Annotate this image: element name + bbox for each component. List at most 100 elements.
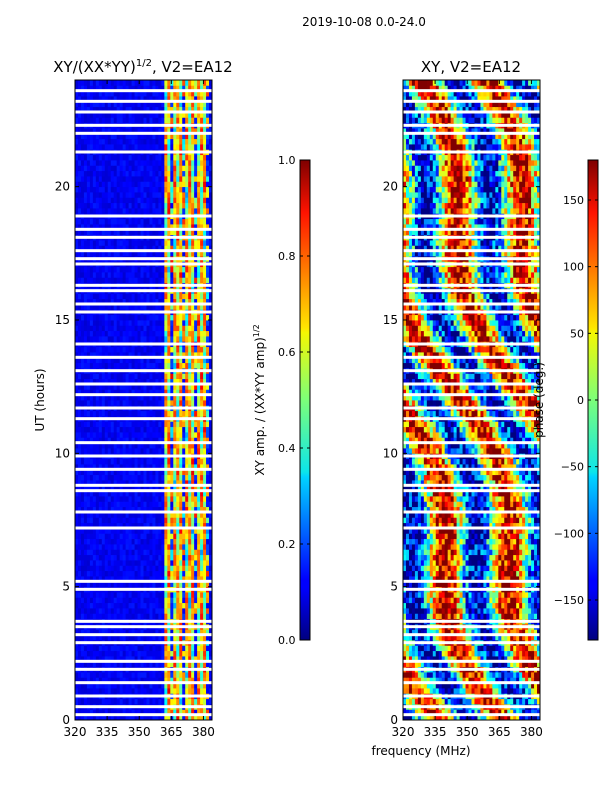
heatmap-cell bbox=[179, 645, 183, 652]
heatmap-cell bbox=[80, 218, 85, 225]
heatmap-cell bbox=[197, 218, 201, 225]
heatmap-cell bbox=[197, 330, 201, 337]
heatmap-cell bbox=[95, 650, 100, 657]
heatmap-cell bbox=[122, 437, 127, 444]
heatmap-cell bbox=[122, 240, 127, 246]
heatmap-cell bbox=[209, 245, 212, 252]
heatmap-cell bbox=[155, 608, 159, 614]
heatmap-cell bbox=[173, 592, 177, 598]
heatmap-cell bbox=[101, 197, 106, 204]
heatmap-cell bbox=[188, 176, 192, 182]
heatmap-cell bbox=[203, 432, 207, 438]
heatmap-cell bbox=[182, 373, 186, 380]
heatmap-cell bbox=[146, 480, 150, 486]
heatmap-cell bbox=[119, 592, 124, 598]
heatmap-cell bbox=[134, 464, 138, 470]
heatmap-cell bbox=[191, 592, 195, 598]
heatmap-cell bbox=[116, 186, 121, 193]
heatmap-cell bbox=[197, 272, 201, 278]
heatmap-cell bbox=[98, 394, 103, 401]
heatmap-cell bbox=[113, 389, 118, 396]
heatmap-cell bbox=[75, 672, 79, 678]
heatmap-cell bbox=[203, 458, 207, 465]
heatmap-cell bbox=[122, 250, 127, 257]
heatmap-cell bbox=[182, 224, 186, 230]
heatmap-cell bbox=[182, 304, 186, 310]
heatmap-cell bbox=[149, 170, 153, 177]
heatmap-cell bbox=[158, 330, 162, 337]
heatmap-cell bbox=[86, 144, 91, 150]
heatmap-cell bbox=[200, 565, 204, 572]
heatmap-cell bbox=[146, 272, 150, 278]
heatmap-cell bbox=[203, 442, 207, 449]
heatmap-cell bbox=[131, 266, 135, 273]
heatmap-cell bbox=[128, 432, 132, 438]
heatmap-cell bbox=[77, 298, 82, 305]
heatmap-cell bbox=[75, 224, 79, 230]
heatmap-cell bbox=[158, 394, 162, 401]
heatmap-cell bbox=[206, 192, 210, 198]
heatmap-cell bbox=[131, 592, 135, 598]
heatmap-cell bbox=[173, 181, 177, 188]
heatmap-cell bbox=[134, 197, 138, 204]
heatmap-cell bbox=[110, 346, 115, 353]
heatmap-cell bbox=[98, 437, 103, 444]
heatmap-cell bbox=[155, 714, 159, 720]
heatmap-cell bbox=[122, 496, 127, 502]
heatmap-cell bbox=[75, 608, 79, 614]
heatmap-cell bbox=[101, 240, 106, 246]
heatmap-cell bbox=[209, 357, 212, 364]
heatmap-cell bbox=[80, 208, 85, 214]
heatmap-cell bbox=[83, 458, 88, 465]
heatmap-cell bbox=[95, 608, 100, 614]
heatmap-cell bbox=[155, 458, 159, 465]
heatmap-cell bbox=[191, 298, 195, 305]
heatmap-cell bbox=[164, 506, 168, 513]
heatmap-cell bbox=[131, 672, 135, 678]
heatmap-cell bbox=[206, 496, 210, 502]
heatmap-cell bbox=[113, 357, 118, 364]
heatmap-cell bbox=[140, 512, 144, 518]
heatmap-cell bbox=[170, 154, 174, 161]
heatmap-cell bbox=[161, 298, 165, 305]
heatmap-cell bbox=[161, 277, 165, 284]
heatmap-cell bbox=[197, 448, 201, 454]
heatmap-cell bbox=[131, 389, 135, 396]
heatmap-cell bbox=[75, 602, 79, 609]
heatmap-cell bbox=[110, 202, 115, 209]
heatmap-cell bbox=[167, 549, 171, 556]
heatmap-cell bbox=[83, 474, 88, 481]
heatmap-cell bbox=[131, 197, 135, 204]
heatmap-cell bbox=[116, 373, 121, 380]
heatmap-cell bbox=[173, 538, 177, 545]
heatmap-cell bbox=[140, 218, 144, 225]
heatmap-cell bbox=[128, 144, 132, 150]
heatmap-cell bbox=[128, 496, 132, 502]
heatmap-cell bbox=[128, 421, 132, 428]
heatmap-cell bbox=[140, 602, 144, 609]
heatmap-cell bbox=[83, 330, 88, 337]
heatmap-cell bbox=[104, 421, 109, 428]
heatmap-cell bbox=[113, 533, 118, 540]
heatmap-cell bbox=[197, 298, 201, 305]
heatmap-cell bbox=[158, 565, 162, 572]
heatmap-cell bbox=[125, 592, 130, 598]
heatmap-cell bbox=[191, 432, 195, 438]
heatmap-cell bbox=[149, 554, 153, 561]
heatmap-cell bbox=[77, 613, 82, 620]
heatmap-cell bbox=[140, 688, 144, 694]
heatmap-cell bbox=[89, 490, 94, 497]
heatmap-cell bbox=[167, 480, 171, 486]
heatmap-cell bbox=[155, 357, 159, 364]
heatmap-cell bbox=[119, 336, 124, 342]
heatmap-cell bbox=[119, 277, 124, 284]
heatmap-cell bbox=[77, 202, 82, 209]
heatmap-cell bbox=[209, 208, 212, 214]
heatmap-cell bbox=[75, 709, 79, 716]
heatmap-cell bbox=[131, 330, 135, 337]
heatmap-cell bbox=[188, 144, 192, 150]
heatmap-cell bbox=[134, 608, 138, 614]
heatmap-cell bbox=[92, 698, 97, 705]
heatmap-cell bbox=[80, 592, 85, 598]
heatmap-cell bbox=[173, 650, 177, 657]
